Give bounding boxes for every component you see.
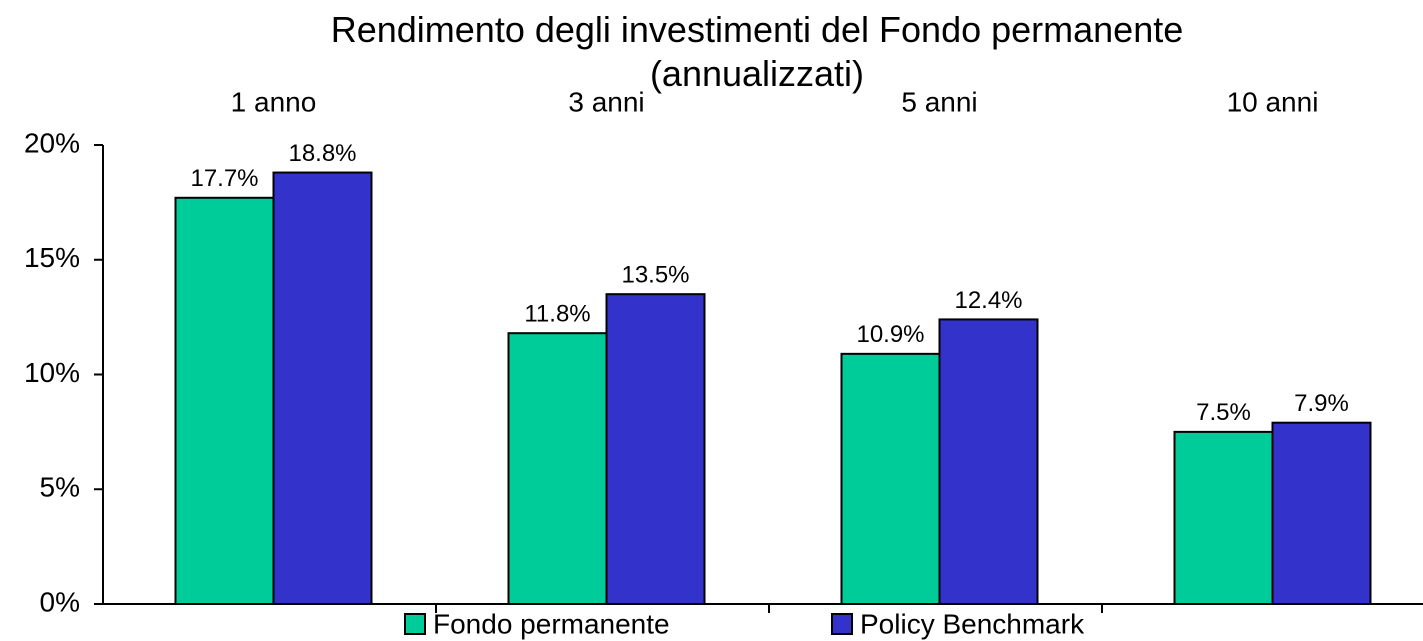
bar bbox=[174, 196, 275, 605]
bar bbox=[507, 332, 608, 605]
value-label: 10.9% bbox=[856, 321, 924, 348]
value-label: 18.8% bbox=[288, 140, 356, 167]
legend-label: Fondo permanente bbox=[433, 608, 670, 639]
value-label: 7.5% bbox=[1196, 399, 1251, 426]
legend-swatch bbox=[831, 613, 853, 635]
y-tick-label: 10% bbox=[24, 357, 80, 388]
bar bbox=[272, 171, 373, 605]
bar bbox=[605, 293, 706, 605]
legend-swatch bbox=[404, 613, 426, 635]
bar bbox=[1271, 421, 1372, 605]
y-tick-label: 0% bbox=[40, 586, 80, 617]
y-tick-label: 5% bbox=[40, 472, 80, 503]
value-label: 13.5% bbox=[621, 262, 689, 289]
y-tick-label: 15% bbox=[24, 242, 80, 273]
category-label: 10 anni bbox=[1227, 86, 1319, 117]
bar bbox=[938, 318, 1039, 605]
category-label: 3 anni bbox=[568, 86, 644, 117]
y-tick-label: 20% bbox=[24, 127, 80, 158]
legend-label: Policy Benchmark bbox=[860, 608, 1085, 639]
chart-title: Rendimento degli investimenti del Fondo … bbox=[330, 9, 1184, 94]
category-label: 5 anni bbox=[901, 86, 977, 117]
value-label: 12.4% bbox=[954, 287, 1022, 314]
value-label: 7.9% bbox=[1294, 390, 1349, 417]
bar bbox=[1173, 430, 1274, 605]
value-label: 17.7% bbox=[190, 165, 258, 192]
value-label: 11.8% bbox=[524, 301, 590, 328]
category-label: 1 anno bbox=[231, 86, 317, 117]
bar bbox=[840, 352, 941, 605]
